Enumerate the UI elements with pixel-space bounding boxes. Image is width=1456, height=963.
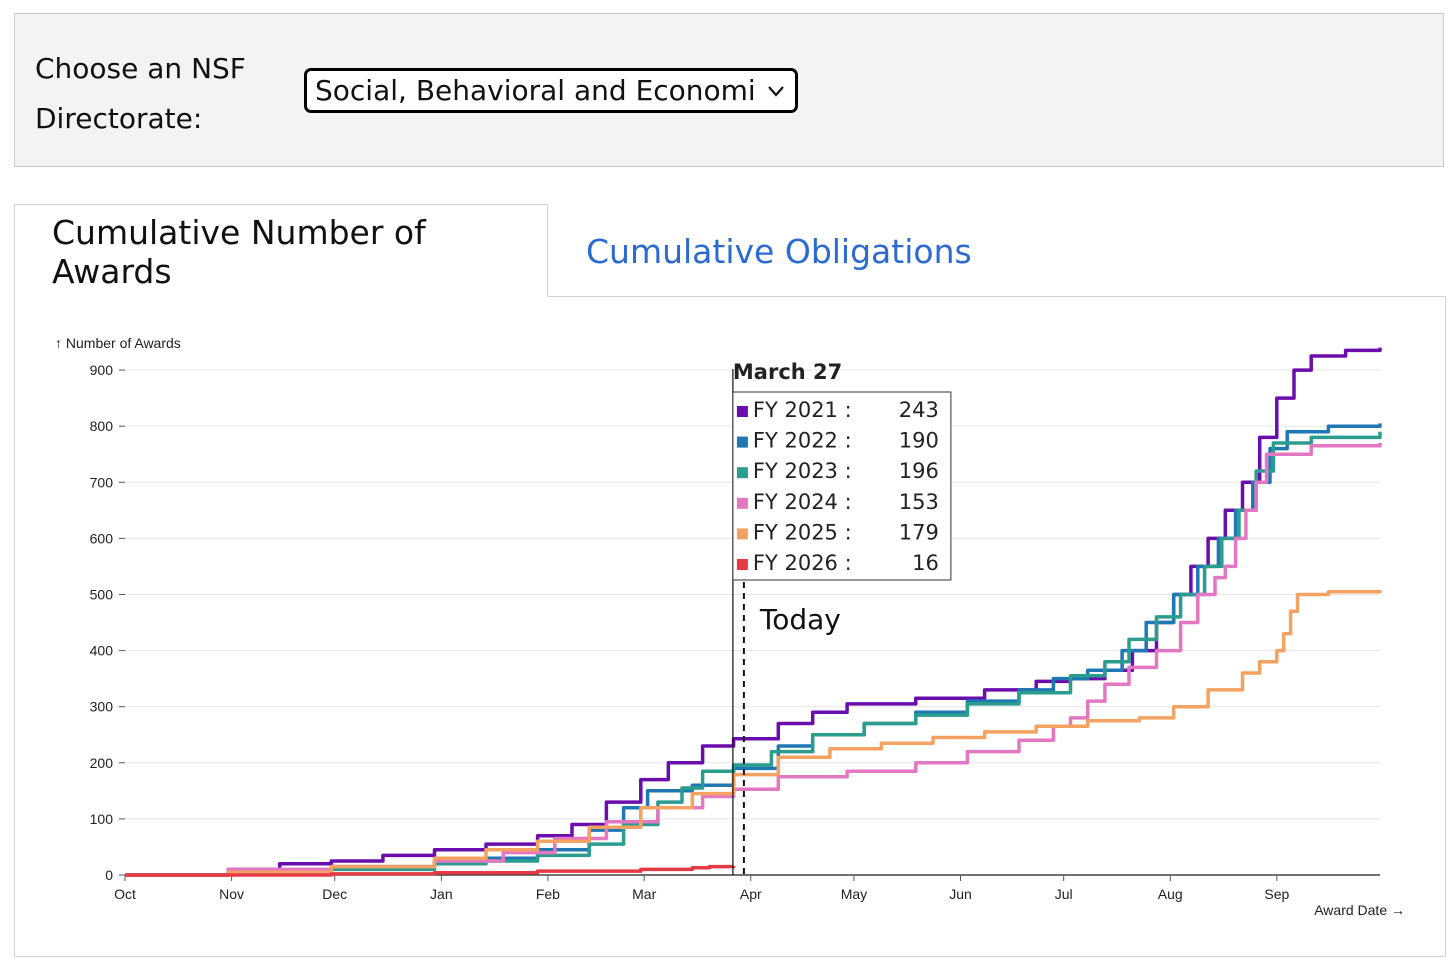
tooltip-value-4: 179 <box>899 520 939 544</box>
x-tick-label-nov: Nov <box>219 886 244 902</box>
y-tick-label-900: 900 <box>90 362 114 378</box>
tooltip-swatch-3 <box>736 497 748 509</box>
tooltip-swatch-0 <box>736 406 748 417</box>
y-tick-label-700: 700 <box>90 474 114 490</box>
tooltip-swatch-1 <box>736 436 748 448</box>
y-tick-label-200: 200 <box>90 755 114 771</box>
x-tick-label-jun: Jun <box>949 886 972 902</box>
directorate-label: Choose an NSF Directorate: <box>35 52 246 135</box>
tooltip-swatch-4 <box>736 528 748 540</box>
x-tick-label-jul: Jul <box>1055 886 1073 902</box>
series-line-fy-2026 <box>125 864 736 877</box>
today-label: Today <box>759 603 841 636</box>
tooltip-swatch-5 <box>736 559 748 570</box>
x-tick-label-may: May <box>841 886 867 902</box>
tabs-divider <box>547 296 1446 297</box>
x-tick-label-jan: Jan <box>430 886 453 902</box>
tooltip-series-2: FY 2023 : <box>753 459 852 483</box>
y-axis-title: ↑ Number of Awards <box>55 335 181 351</box>
directorate-selector-panel: Choose an NSF Directorate: Social, Behav… <box>14 13 1444 167</box>
tooltip-series-5: FY 2026 : <box>753 551 852 575</box>
tooltip-value-2: 196 <box>899 459 939 483</box>
y-tick-label-0: 0 <box>105 867 113 883</box>
y-tick-label-100: 100 <box>90 811 114 827</box>
tooltip-value-0: 243 <box>899 398 939 422</box>
tooltip-value-5: 16 <box>912 551 939 575</box>
x-tick-label-aug: Aug <box>1158 886 1183 902</box>
tab-cumulative-obligations[interactable]: Cumulative Obligations <box>586 231 972 271</box>
series-line-fy-2025 <box>125 589 1382 877</box>
x-tick-label-sep: Sep <box>1264 886 1289 902</box>
directorate-select[interactable]: Social, Behavioral and Economic Sciences <box>304 68 798 113</box>
cumulative-awards-chart[interactable]: ↑ Number of Awards 0 100 200 300 400 500 600 700… <box>15 297 1445 957</box>
chart-panel: ↑ Number of Awards 0 100 200 300 400 500 600 700… <box>14 297 1446 957</box>
tooltip-date: March 27 <box>733 360 842 384</box>
x-tick-label-dec: Dec <box>322 886 347 902</box>
tab-cumulative-awards[interactable]: Cumulative Number of Awards <box>14 204 548 298</box>
tooltip-series-0: FY 2021 : <box>753 398 852 422</box>
y-tick-label-600: 600 <box>90 530 114 546</box>
x-tick-label-mar: Mar <box>632 886 656 902</box>
y-tick-label-400: 400 <box>90 643 114 659</box>
tooltip-value-1: 190 <box>899 429 939 453</box>
chart-tabs: Cumulative Number of Awards Cumulative O… <box>14 204 1446 298</box>
x-tick-label-apr: Apr <box>740 886 762 902</box>
tooltip-swatch-2 <box>736 467 748 479</box>
tooltip-series-3: FY 2024 : <box>753 490 852 514</box>
x-axis-title: Award Date → <box>1314 902 1405 918</box>
y-tick-label-800: 800 <box>90 418 114 434</box>
tooltip-series-4: FY 2025 : <box>753 520 852 544</box>
chevron-down-icon <box>768 86 784 97</box>
x-tick-label-feb: Feb <box>536 886 560 902</box>
tooltip-value-3: 153 <box>899 490 939 514</box>
directorate-select-value: Social, Behavioral and Economic Sciences <box>315 74 755 107</box>
tooltip-series-1: FY 2022 : <box>753 429 852 453</box>
series-line-fy-2023 <box>125 431 1382 877</box>
y-tick-label-500: 500 <box>90 586 114 602</box>
y-tick-label-300: 300 <box>90 699 114 715</box>
tooltip-box <box>732 391 952 581</box>
x-tick-label-oct: Oct <box>114 886 136 902</box>
